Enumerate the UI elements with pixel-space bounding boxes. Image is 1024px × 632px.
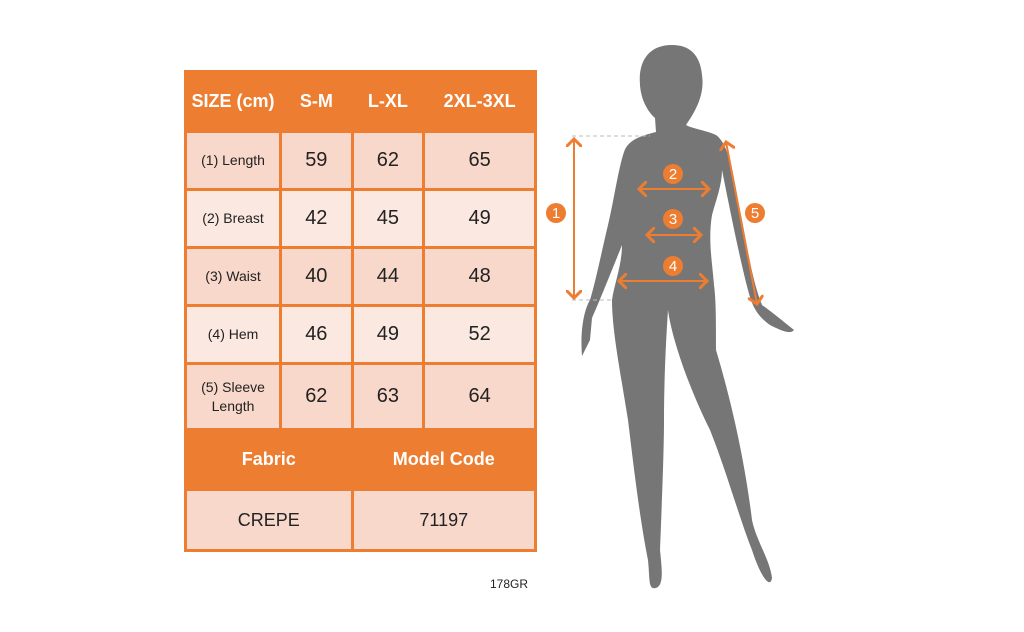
model-code-header: Model Code [350, 428, 538, 491]
row-label: (3) Waist [183, 246, 283, 307]
row-label: (4) Hem [183, 304, 283, 365]
cell: 46 [279, 304, 354, 365]
cell: 45 [350, 188, 426, 249]
table-row: (2) Breast 42 45 49 [183, 188, 537, 249]
cell: 48 [422, 246, 537, 307]
body-measurement-figure: 1 2 3 4 5 [546, 45, 794, 589]
table-row: (3) Waist 40 44 48 [183, 246, 537, 307]
fabric-header: Fabric [184, 428, 354, 491]
marker-3-label: 3 [669, 211, 677, 228]
table-header-row: SIZE (cm) S-M L-XL 2XL-3XL [183, 70, 537, 133]
size-header: SIZE (cm) [183, 70, 283, 133]
cell: 64 [422, 362, 537, 431]
footer-value-row: CREPE 71197 [184, 488, 538, 552]
table-row: (4) Hem 46 49 52 [183, 304, 537, 365]
sleeve-arrow [726, 142, 757, 304]
size-col-header: 2XL-3XL [422, 70, 537, 133]
size-col-header: L-XL [350, 70, 426, 133]
size-chart-table: SIZE (cm) S-M L-XL 2XL-3XL (1) Length 59… [183, 70, 538, 552]
marker-1-label: 1 [552, 205, 560, 222]
cell: 49 [422, 188, 537, 249]
marker-3 [663, 209, 683, 229]
cell: 59 [279, 130, 354, 191]
row-label: (1) Length [183, 130, 283, 191]
product-code: 178GR [490, 577, 529, 591]
marker-5 [745, 203, 765, 223]
size-col-header: S-M [279, 70, 354, 133]
table-row: (5) Sleeve Length 62 63 64 [183, 362, 537, 431]
silhouette [581, 45, 794, 589]
fabric-value: CREPE [184, 488, 354, 552]
cell: 44 [350, 246, 426, 307]
cell: 65 [422, 130, 537, 191]
row-label: (2) Breast [183, 188, 283, 249]
cell: 62 [279, 362, 354, 431]
marker-5-label: 5 [751, 205, 759, 222]
row-label: (5) Sleeve Length [183, 362, 283, 431]
marker-badges [546, 164, 765, 276]
cell: 63 [350, 362, 426, 431]
cell: 42 [279, 188, 354, 249]
marker-2-label: 2 [669, 166, 677, 183]
cell: 49 [350, 304, 426, 365]
footer-header-row: Fabric Model Code [184, 428, 538, 491]
model-code-value: 71197 [350, 488, 538, 552]
cell: 40 [279, 246, 354, 307]
marker-4 [663, 256, 683, 276]
cell: 62 [350, 130, 426, 191]
table-row: (1) Length 59 62 65 [183, 130, 537, 191]
cell: 52 [422, 304, 537, 365]
marker-1 [546, 203, 566, 223]
marker-2 [663, 164, 683, 184]
marker-4-label: 4 [669, 258, 677, 275]
